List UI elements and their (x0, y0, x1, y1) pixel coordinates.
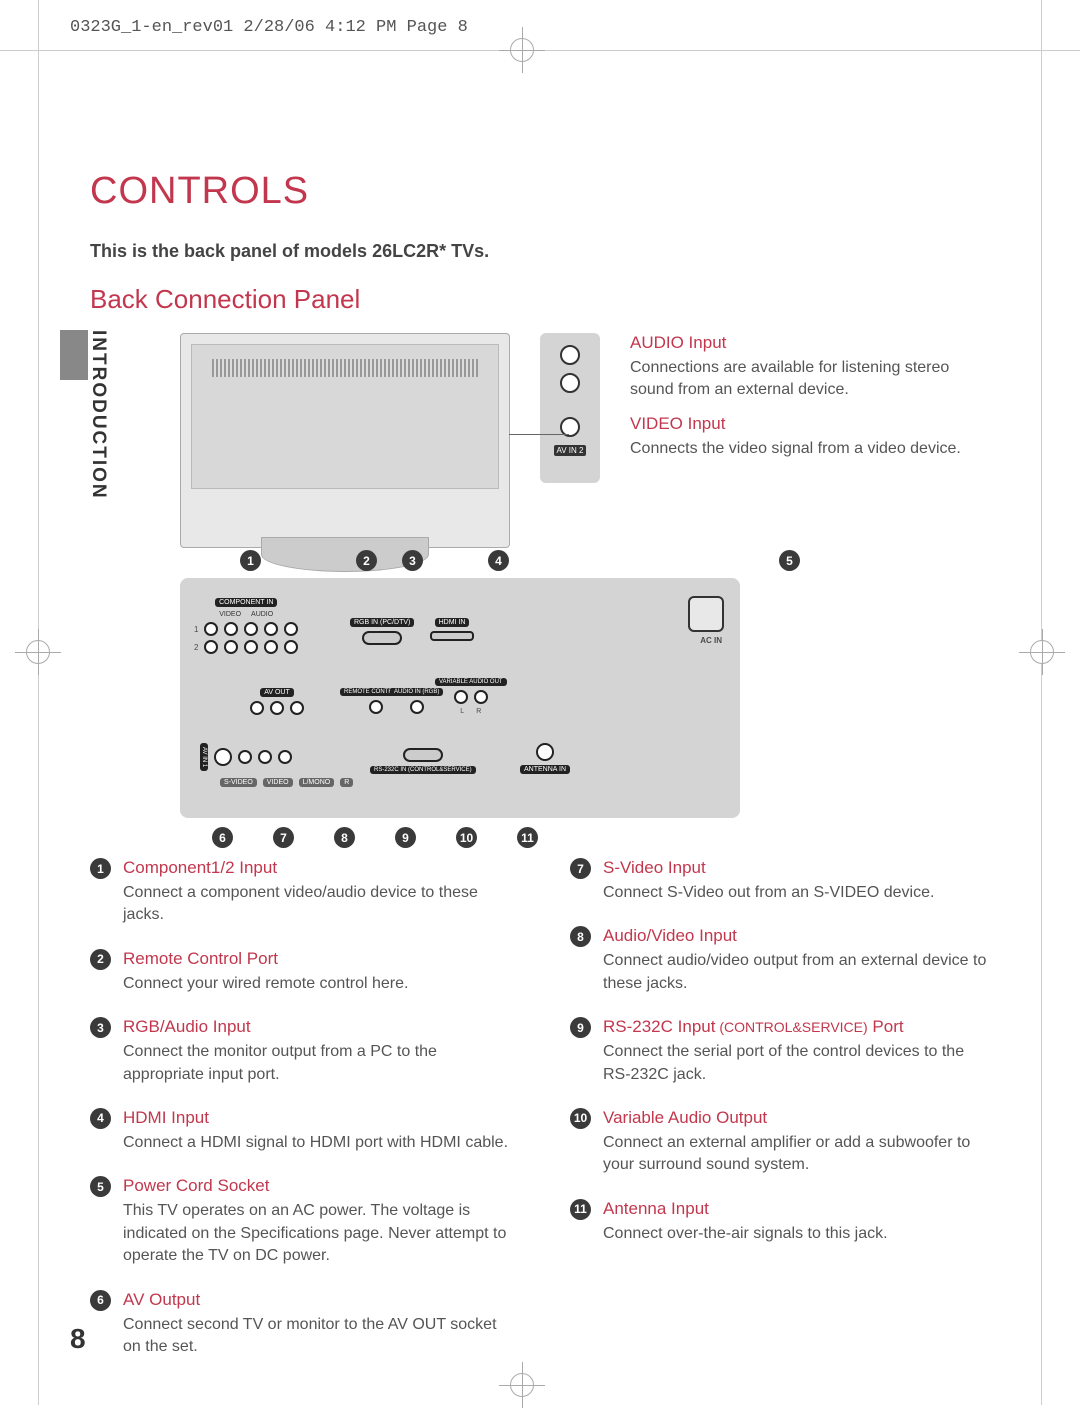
label-var-audio: VARIABLE AUDIO OUT (435, 678, 507, 686)
back-panel-diagram: 1 2 3 4 5 COMPONENT IN VIDEOAUDIO 1 2 RG… (180, 578, 740, 818)
av-in2-panel: AV IN 2 (540, 333, 600, 483)
item-desc-4: Connect a HDMI signal to HDMI port with … (123, 1132, 508, 1154)
item-11: 11 Antenna Input Connect over-the-air sign… (570, 1199, 990, 1245)
callout-5: 5 (779, 550, 800, 571)
item-title-1: Component1/2 Input (123, 858, 510, 878)
item-badge-8: 8 (570, 926, 591, 947)
item-desc-8: Connect audio/video output from an exter… (603, 950, 990, 995)
av-in2-label: AV IN 2 (554, 445, 587, 456)
item-desc-2: Connect your wired remote control here. (123, 973, 408, 995)
av-side-descriptions: AUDIO Input Connections are available fo… (630, 333, 990, 548)
item-desc-7: Connect S-Video out from an S-VIDEO devi… (603, 882, 934, 904)
label-av-in1: AV IN 1 (200, 743, 208, 771)
callout-11: 11 (517, 827, 538, 848)
callout-7: 7 (273, 827, 294, 848)
item-4: 4 HDMI Input Connect a HDMI signal to HDMI… (90, 1108, 510, 1154)
top-diagram: AV IN 2 AUDIO Input Connections are avai… (180, 333, 990, 548)
item-desc-9: Connect the serial port of the control d… (603, 1041, 990, 1086)
item-desc-10: Connect an external amplifier or add a s… (603, 1132, 990, 1177)
item-title-10: Variable Audio Output (603, 1108, 990, 1128)
callout-8: 8 (334, 827, 355, 848)
item-title-4: HDMI Input (123, 1108, 508, 1128)
item-3: 3 RGB/Audio Input Connect the monitor outp… (90, 1017, 510, 1086)
callout-2: 2 (356, 550, 377, 571)
item-10: 10 Variable Audio Output Connect an extern… (570, 1108, 990, 1177)
callout-6: 6 (212, 827, 233, 848)
item-2: 2 Remote Control Port Connect your wired r… (90, 949, 510, 995)
side-tab (60, 330, 88, 380)
label-component-in: COMPONENT IN (215, 598, 277, 607)
audio-input-title: AUDIO Input (630, 333, 990, 353)
label-rgb-in: RGB IN (PC/DTV) (350, 618, 414, 627)
header-slug: 0323G_1-en_rev01 2/28/06 4:12 PM Page 8 (70, 18, 468, 37)
page-content: INTRODUCTION CONTROLS This is the back p… (90, 170, 990, 1305)
item-desc-3: Connect the monitor output from a PC to … (123, 1041, 510, 1086)
side-section-label: INTRODUCTION (87, 330, 109, 500)
ac-in-socket (688, 596, 724, 632)
callout-9: 9 (395, 827, 416, 848)
callout-10: 10 (456, 827, 477, 848)
item-8: 8 Audio/Video Input Connect audio/video ou… (570, 926, 990, 995)
item-badge-10: 10 (570, 1108, 591, 1129)
item-6: 6 AV Output Connect second TV or monitor t… (90, 1290, 510, 1359)
item-title-8: Audio/Video Input (603, 926, 990, 946)
label-hdmi-in: HDMI IN (435, 618, 470, 627)
item-title-9: RS-232C Input (CONTROL&SERVICE) Port (603, 1017, 990, 1037)
item-9: 9 RS-232C Input (CONTROL&SERVICE) Port Con… (570, 1017, 990, 1086)
item-desc-5: This TV operates on an AC power. The vol… (123, 1200, 510, 1267)
item-7: 7 S-Video Input Connect S-Video out from a… (570, 858, 990, 904)
item-badge-9: 9 (570, 1017, 591, 1038)
description-columns: 1 Component1/2 Input Connect a component v… (90, 858, 990, 1380)
callout-1: 1 (240, 550, 261, 571)
page-title: CONTROLS (90, 170, 990, 213)
label-av-out: AV OUT (260, 688, 294, 697)
item-title-3: RGB/Audio Input (123, 1017, 510, 1037)
item-desc-6: Connect second TV or monitor to the AV O… (123, 1314, 510, 1359)
item-1: 1 Component1/2 Input Connect a component v… (90, 858, 510, 927)
item-badge-7: 7 (570, 858, 591, 879)
page-number: 8 (70, 1323, 86, 1355)
item-desc-11: Connect over-the-air signals to this jac… (603, 1223, 888, 1245)
item-badge-1: 1 (90, 858, 111, 879)
item-title-7: S-Video Input (603, 858, 934, 878)
audio-input-desc: Connections are available for listening … (630, 357, 990, 400)
item-badge-2: 2 (90, 949, 111, 970)
section-heading: Back Connection Panel (90, 284, 990, 315)
subtitle: This is the back panel of models 26LC2R*… (90, 241, 990, 262)
item-badge-4: 4 (90, 1108, 111, 1129)
label-ac-in: AC IN (700, 636, 722, 645)
video-input-title: VIDEO Input (630, 414, 990, 434)
item-desc-1: Connect a component video/audio device t… (123, 882, 510, 927)
video-input-desc: Connects the video signal from a video d… (630, 438, 990, 460)
item-badge-3: 3 (90, 1017, 111, 1038)
item-badge-11: 11 (570, 1199, 591, 1220)
item-5: 5 Power Cord Socket This TV operates on an… (90, 1176, 510, 1267)
item-title-6: AV Output (123, 1290, 510, 1310)
item-title-2: Remote Control Port (123, 949, 408, 969)
item-title-11: Antenna Input (603, 1199, 888, 1219)
tv-back-illustration (180, 333, 510, 548)
callout-3: 3 (402, 550, 423, 571)
label-antenna: ANTENNA IN (520, 765, 570, 774)
item-title-5: Power Cord Socket (123, 1176, 510, 1196)
callout-4: 4 (488, 550, 509, 571)
item-badge-5: 5 (90, 1176, 111, 1197)
item-badge-6: 6 (90, 1290, 111, 1311)
label-rs232: RS-232C IN (CONTROL&SERVICE) (370, 766, 476, 774)
